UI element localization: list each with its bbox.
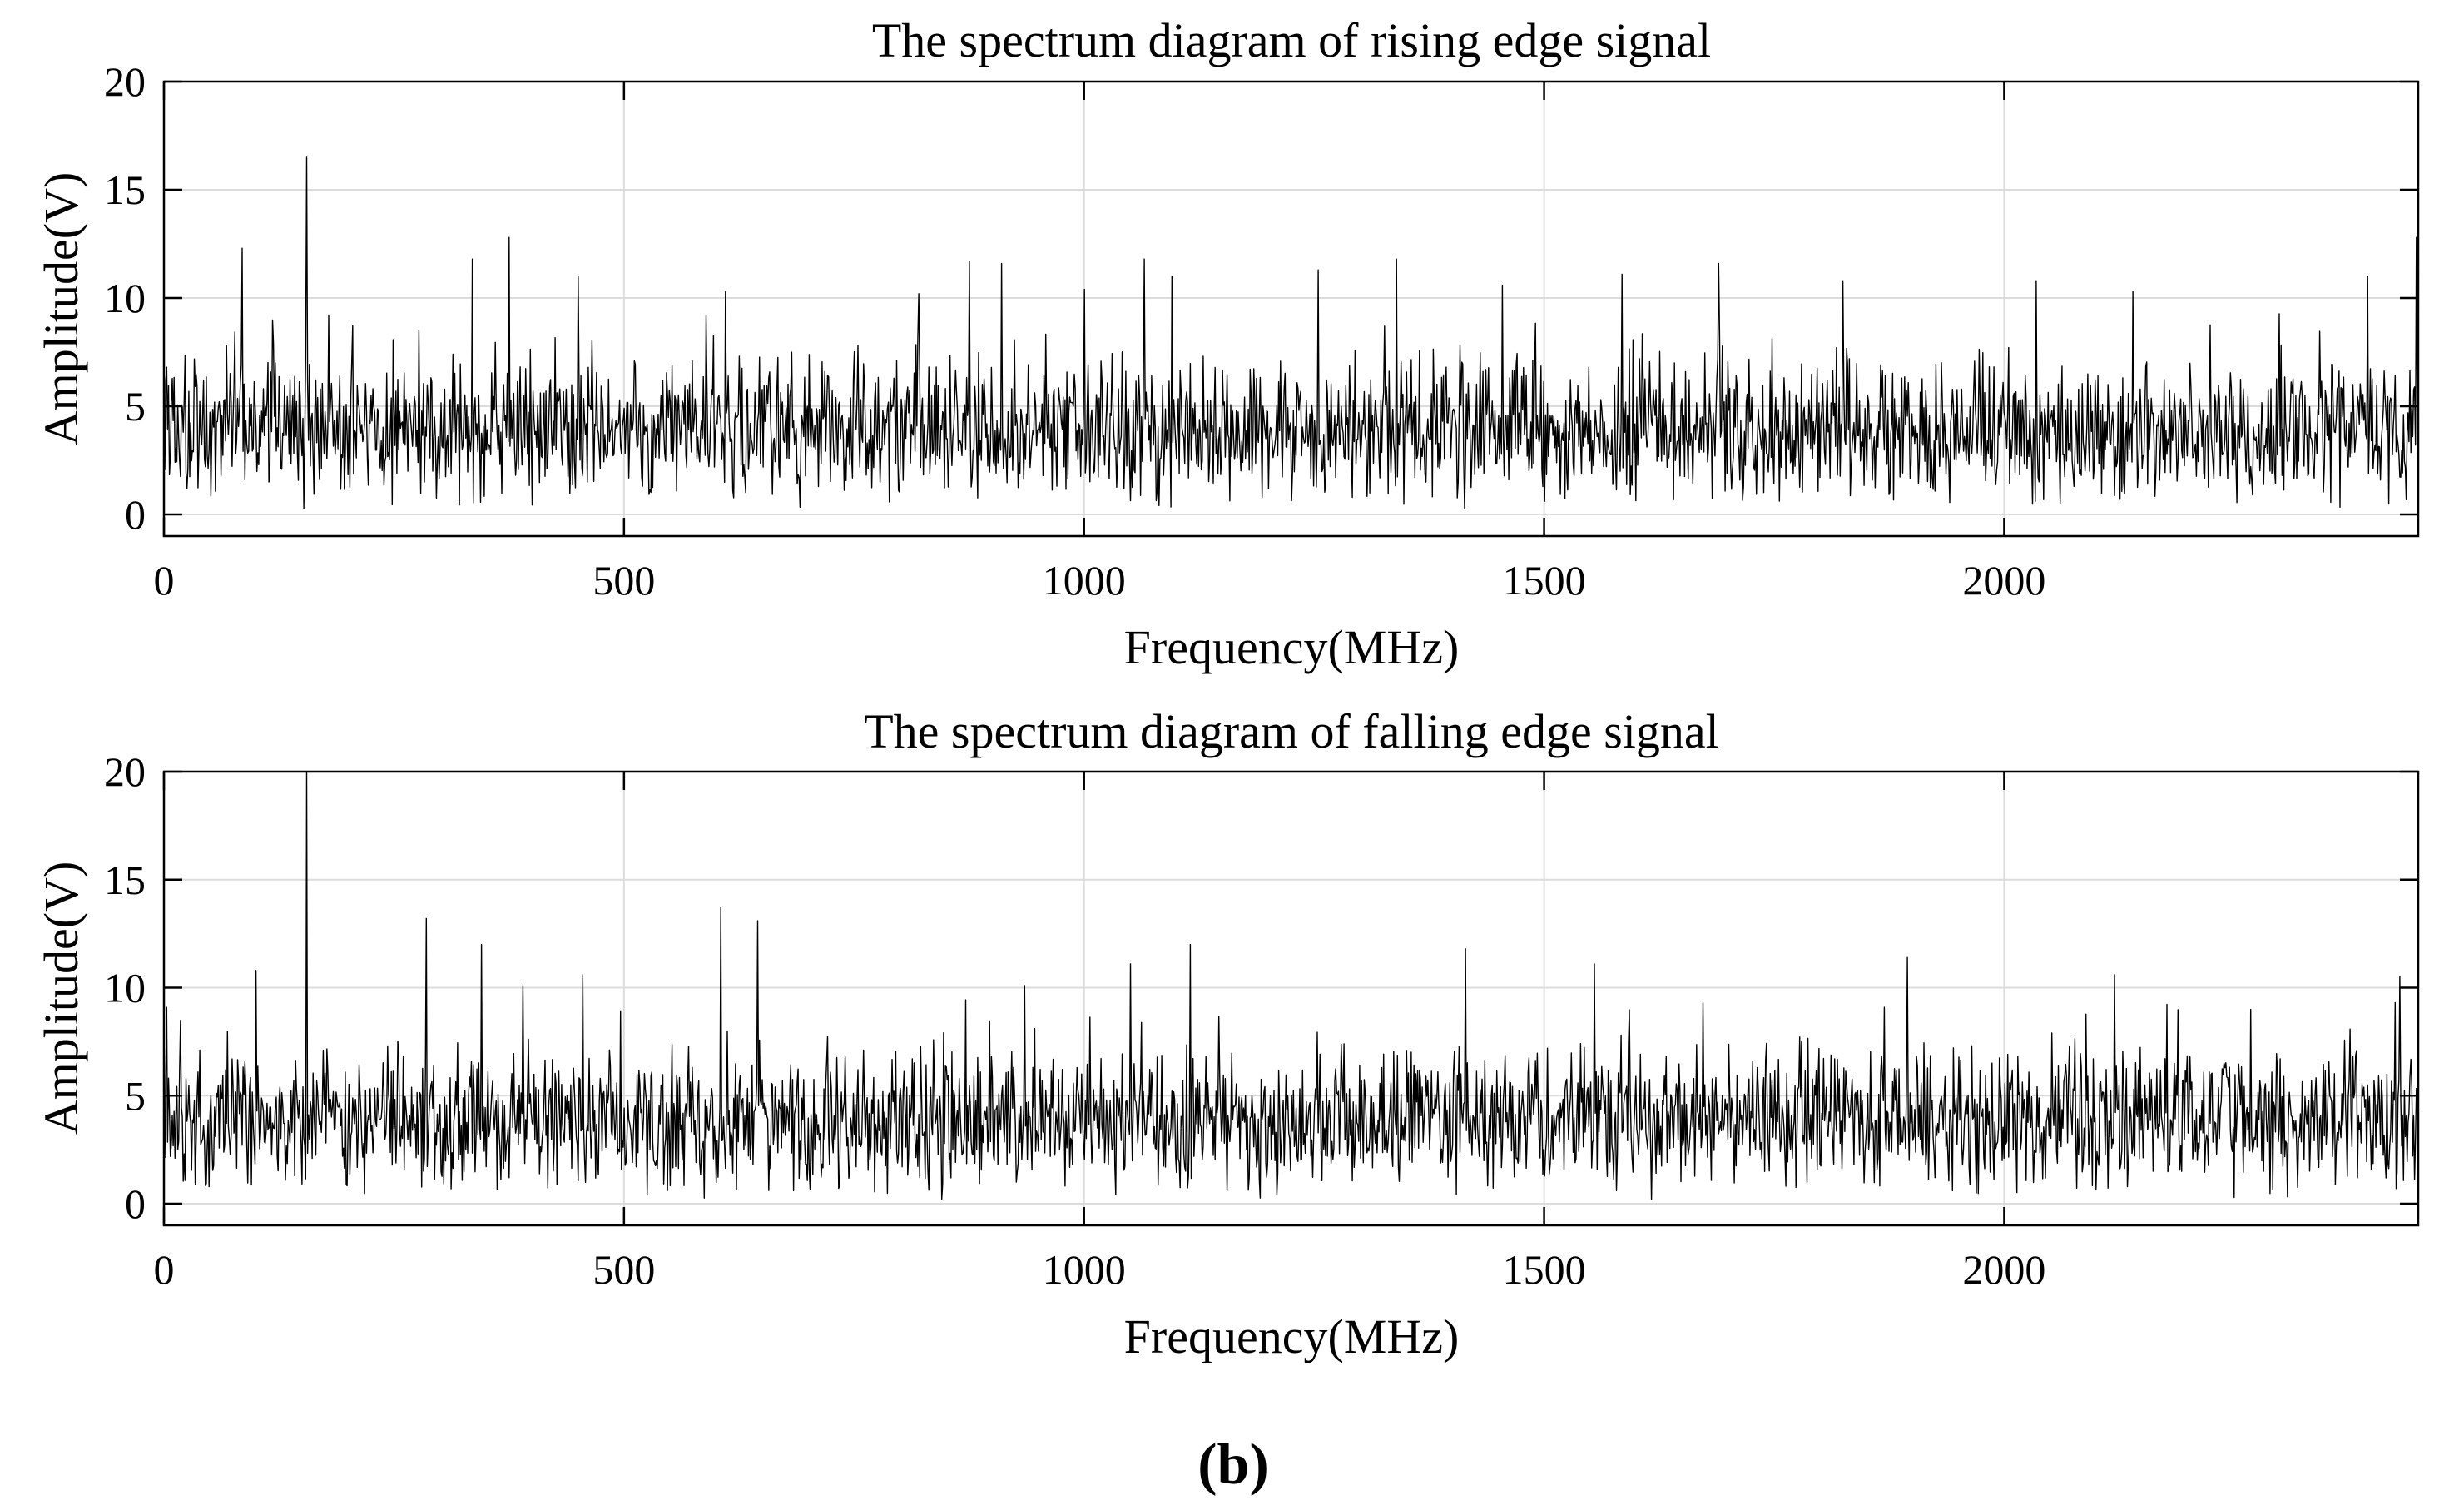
falling-edge-y-tick-label: 10 xyxy=(104,965,146,1011)
falling-edge-x-tick-label: 1000 xyxy=(1043,1246,1126,1293)
rising-edge-tick-marks xyxy=(162,80,2418,536)
falling-edge-y-tick-labels: 0 5 10 15 20 xyxy=(104,748,146,1227)
rising-edge-x-tick-label: 1500 xyxy=(1503,557,1586,604)
rising-edge-x-tick-label: 0 xyxy=(154,557,175,604)
rising-edge-y-tick-label: 15 xyxy=(104,166,146,213)
rising-edge-panel: The spectrum diagram of rising edge sign… xyxy=(34,13,2420,674)
figure-caption: (b) xyxy=(1197,1433,1269,1497)
rising-edge-x-axis-label: Frequency(MHz) xyxy=(1124,620,1460,674)
rising-edge-y-tick-label: 5 xyxy=(125,383,146,430)
falling-edge-chart-title: The spectrum diagram of falling edge sig… xyxy=(864,704,1719,758)
falling-edge-y-tick-label: 15 xyxy=(104,857,146,903)
rising-edge-chart-title: The spectrum diagram of rising edge sign… xyxy=(872,13,1711,67)
rising-edge-plot-frame xyxy=(162,80,2420,538)
falling-edge-x-tick-label: 1500 xyxy=(1503,1246,1586,1293)
rising-edge-y-axis-label: Amplitude(V) xyxy=(34,172,88,446)
rising-edge-spectrum-line xyxy=(163,156,2419,510)
falling-edge-x-tick-labels: 0 500 1000 1500 2000 xyxy=(154,1246,2046,1293)
rising-edge-y-tick-label: 0 xyxy=(125,491,146,538)
falling-edge-tick-marks xyxy=(162,770,2418,1225)
falling-edge-x-tick-label: 2000 xyxy=(1962,1246,2045,1293)
rising-edge-y-tick-labels: 0 5 10 15 20 xyxy=(104,58,146,538)
rising-edge-x-tick-label: 1000 xyxy=(1043,557,1126,604)
falling-edge-y-tick-label: 0 xyxy=(125,1180,146,1227)
falling-edge-plot-frame xyxy=(162,770,2420,1227)
falling-edge-x-tick-label: 0 xyxy=(154,1246,175,1293)
falling-edge-signal-layer xyxy=(163,771,2419,1200)
rising-edge-x-tick-label: 500 xyxy=(592,557,655,604)
rising-edge-y-tick-label: 10 xyxy=(104,275,146,321)
falling-edge-x-axis-label: Frequency(MHz) xyxy=(1124,1309,1460,1363)
rising-edge-x-tick-labels: 0 500 1000 1500 2000 xyxy=(154,557,2046,604)
rising-edge-x-tick-label: 2000 xyxy=(1962,557,2045,604)
falling-edge-y-axis-label: Amplitude(V) xyxy=(34,862,88,1135)
falling-edge-spectrum-line xyxy=(163,771,2419,1200)
falling-edge-x-tick-label: 500 xyxy=(592,1246,655,1293)
falling-edge-panel: The spectrum diagram of falling edge sig… xyxy=(34,704,2420,1363)
rising-edge-y-tick-label: 20 xyxy=(104,58,146,105)
rising-edge-signal-layer xyxy=(163,156,2419,510)
falling-edge-y-tick-label: 5 xyxy=(125,1072,146,1119)
falling-edge-y-tick-label: 20 xyxy=(104,748,146,795)
